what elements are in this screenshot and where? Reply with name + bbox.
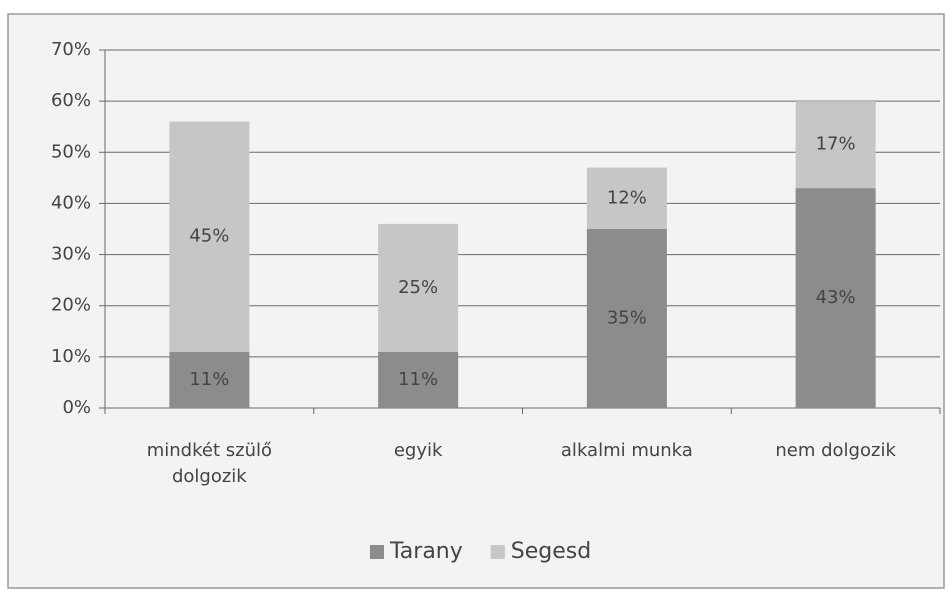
data-label: 45% (189, 226, 229, 247)
data-label: 11% (189, 369, 229, 390)
legend-label: Tarany (389, 539, 463, 564)
data-label: 35% (607, 308, 647, 329)
y-tick-label: 40% (51, 192, 91, 213)
data-label: 25% (398, 277, 438, 298)
x-tick-label: egyik (393, 440, 443, 461)
bar-segment (586, 229, 667, 408)
y-tick-label: 20% (51, 295, 91, 316)
data-label: 12% (607, 187, 647, 208)
x-tick-label: alkalmi munka (560, 440, 693, 461)
bar-segment (795, 101, 876, 189)
legend-swatch (490, 545, 505, 559)
x-tick-label: mindkét szülő dolgozik (146, 440, 272, 487)
legend-swatch (370, 545, 384, 559)
y-tick-label: 30% (51, 244, 91, 265)
bar-segment (378, 351, 459, 408)
data-label: 17% (816, 134, 856, 155)
y-tick-label: 10% (51, 346, 91, 367)
bar-segment (169, 121, 250, 352)
y-tick-label: 0% (62, 397, 91, 418)
chart-frame (7, 13, 945, 589)
y-tick-label: 50% (51, 141, 91, 162)
bar-segment (169, 351, 250, 408)
y-tick-label: 60% (51, 90, 91, 111)
bar-segment (378, 223, 459, 352)
legend-label: Segesd (511, 539, 591, 564)
data-label: 43% (816, 287, 856, 308)
data-label: 11% (398, 369, 438, 390)
y-tick-label: 70% (51, 39, 91, 60)
bar-segment (795, 188, 876, 408)
x-tick-label: nem dolgozik (775, 440, 896, 461)
bar-segment (586, 167, 667, 229)
